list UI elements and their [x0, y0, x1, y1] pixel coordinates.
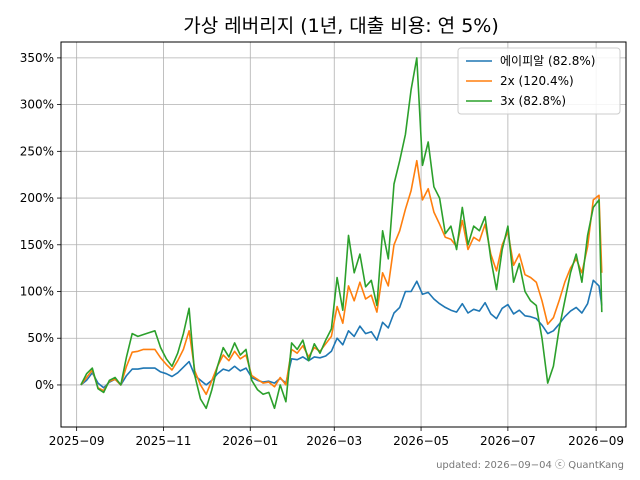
x-axis: 2025−09 2025−11 2026−01 2026−03 2026−05 2026−…: [49, 427, 624, 448]
plot-frame: [60, 41, 627, 428]
x-tick-label: 2026−03: [306, 434, 362, 448]
y-axis: 0% 50% 100% 150% 200% 250% 300% 350%: [20, 51, 61, 392]
x-tick-label: 2025−09: [49, 434, 105, 448]
x-tick-label: 2026−07: [480, 434, 536, 448]
legend-label-1: 에이피알 (82.8%): [500, 54, 595, 68]
x-tick-label: 2025−11: [136, 434, 192, 448]
series-line-1: [80, 279, 603, 389]
x-tick-label: 2026−09: [568, 434, 624, 448]
series-lines: [80, 57, 603, 410]
y-tick-label: 250%: [20, 144, 54, 158]
legend-label-3: 3x (82.8%): [500, 94, 566, 108]
legend-label-2: 2x (120.4%): [500, 74, 574, 88]
footer-credit: updated: 2026−09−04 ⓒ QuantKang: [436, 459, 624, 471]
y-tick-label: 350%: [20, 51, 54, 65]
y-tick-label: 150%: [20, 238, 54, 252]
x-tick-label: 2026−05: [393, 434, 449, 448]
y-tick-label: 50%: [27, 331, 54, 345]
legend: 에이피알 (82.8%) 2x (120.4%) 3x (82.8%): [457, 47, 621, 115]
series-line-2: [80, 159, 603, 396]
y-tick-label: 100%: [20, 285, 54, 299]
series-line-3: [80, 57, 603, 410]
y-tick-label: 0%: [35, 378, 54, 392]
y-tick-label: 200%: [20, 191, 54, 205]
x-tick-label: 2026−01: [222, 434, 278, 448]
legend-box: [457, 47, 621, 115]
y-tick-label: 300%: [20, 98, 54, 112]
chart-title: 가상 레버리지 (1년, 대출 비용: 연 5%): [183, 15, 499, 37]
